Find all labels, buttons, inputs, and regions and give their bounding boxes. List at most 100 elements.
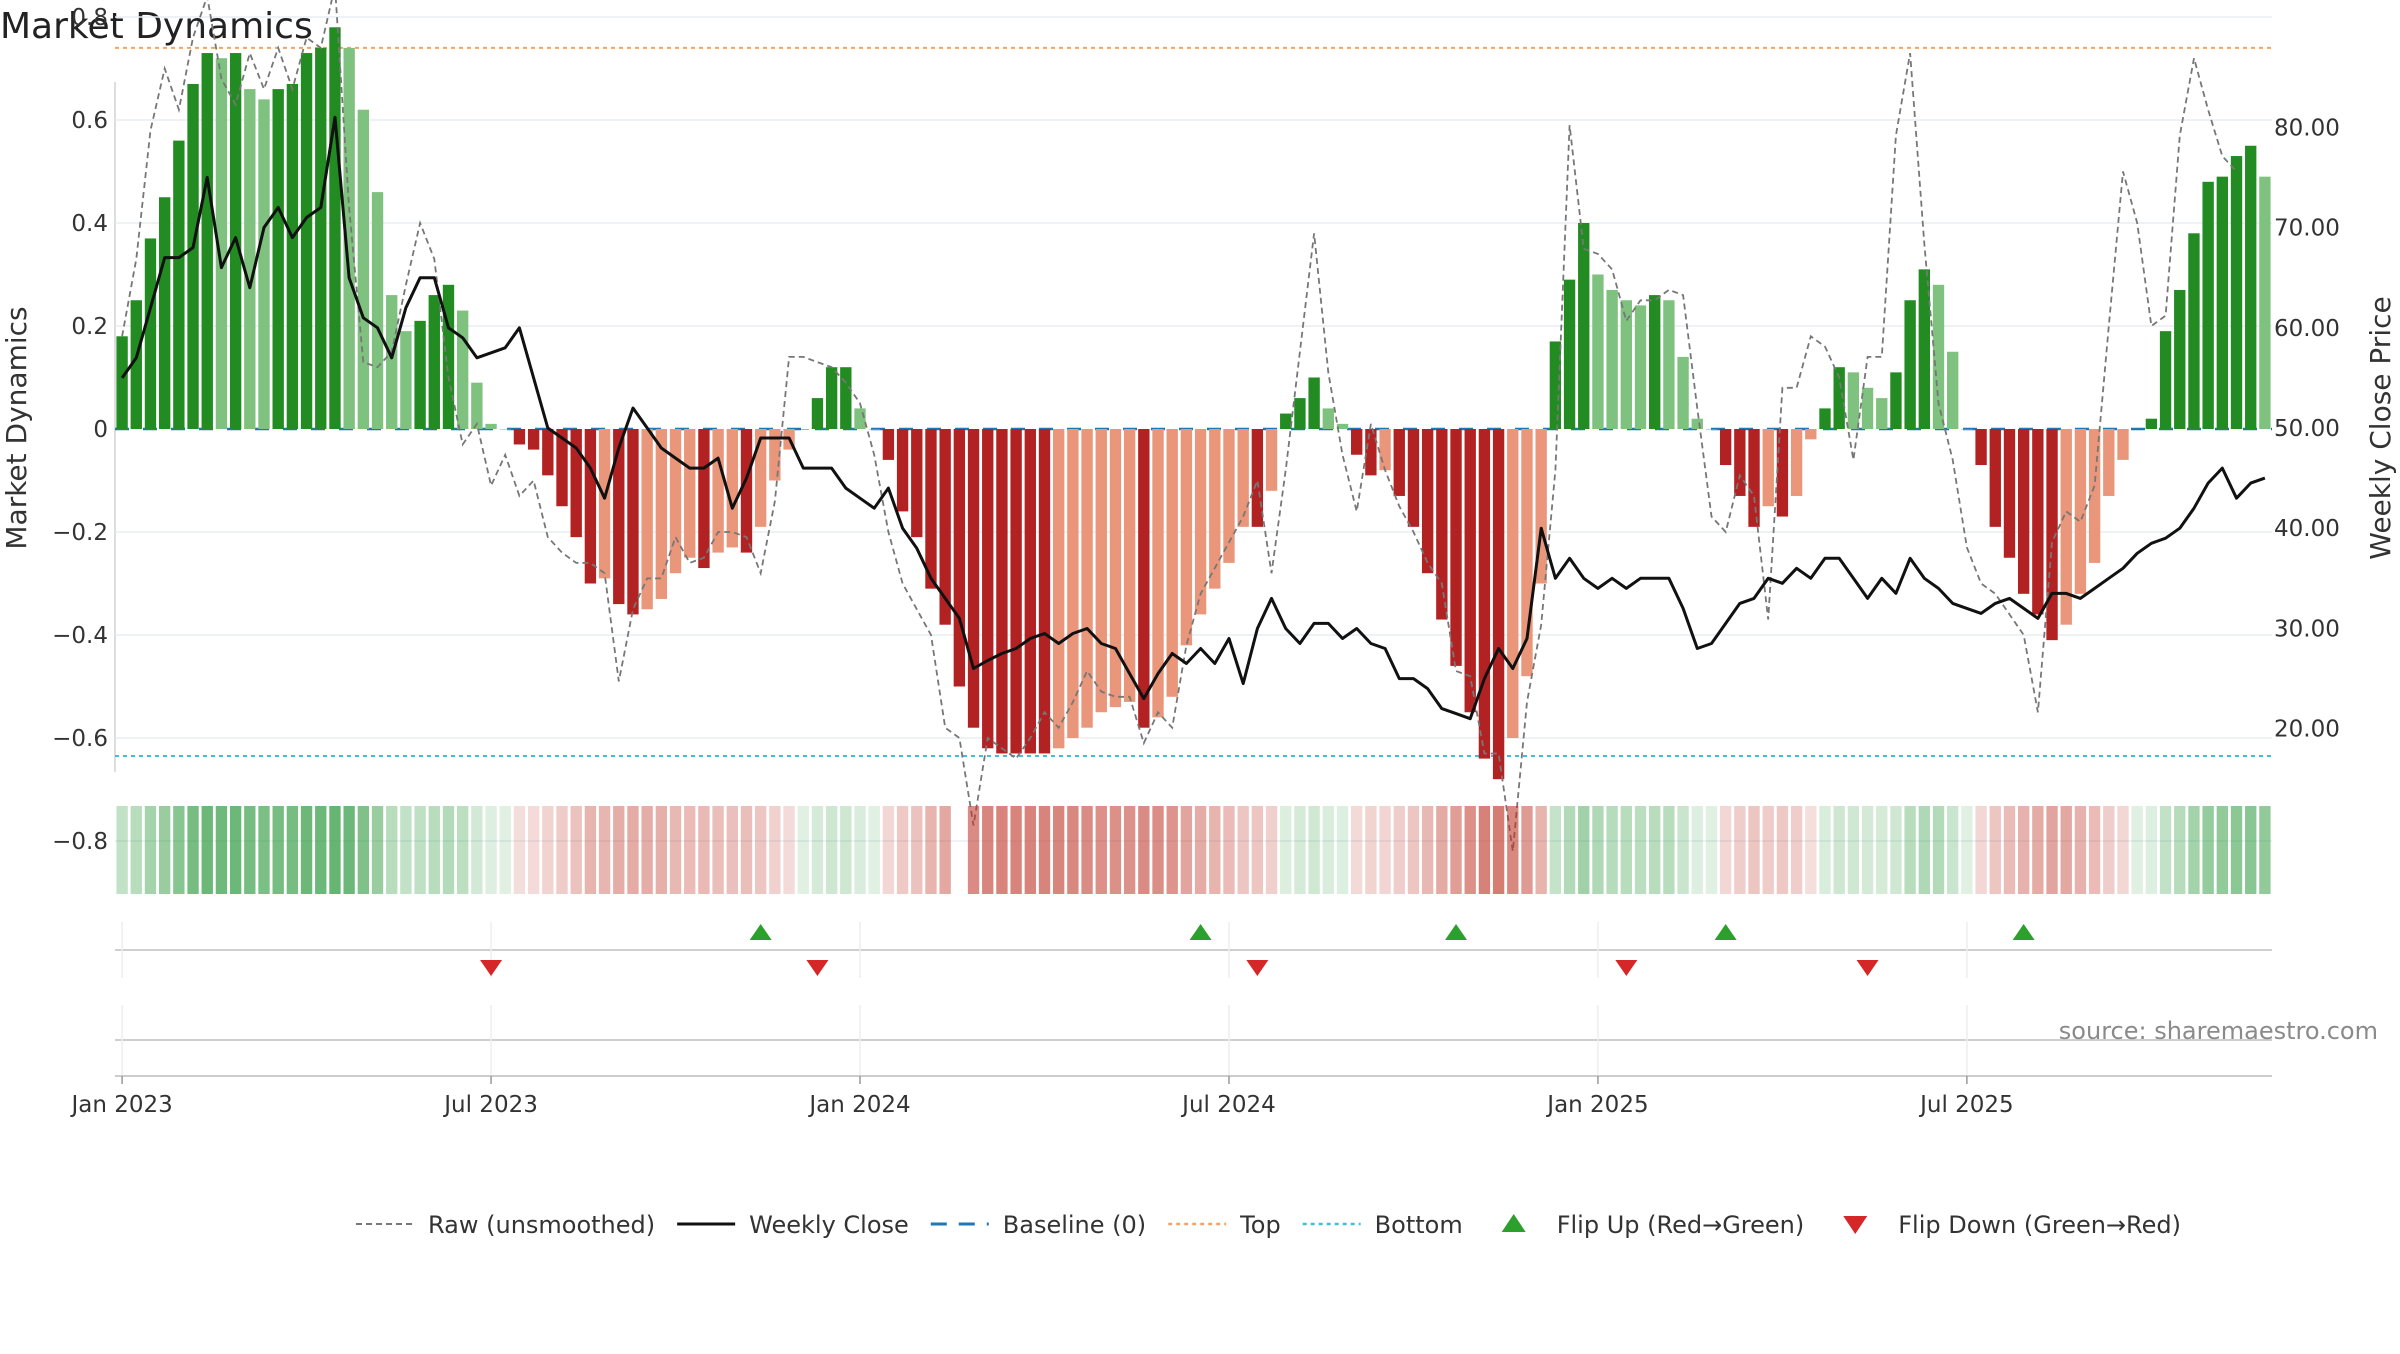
heat-cell [1294, 806, 1306, 894]
dynamics-bar [414, 320, 426, 429]
flip-up-marker [2012, 924, 2035, 940]
heat-cell [740, 806, 753, 894]
flip-down-icon [1843, 1216, 1868, 1234]
dynamics-bar [740, 429, 753, 553]
heat-cell [1649, 806, 1661, 894]
flip-down-marker [480, 960, 503, 976]
heat-cell [1932, 806, 1945, 894]
dynamics-bar [2259, 176, 2271, 429]
heat-cell [2159, 806, 2172, 894]
dynamics-bar [2003, 429, 2016, 558]
heat-cell [2017, 806, 2030, 894]
y2-tick-label: 60.00 [2274, 316, 2340, 342]
heat-cell [584, 806, 597, 894]
flip-up-marker [1714, 924, 1737, 940]
heat-cell [1876, 806, 1888, 894]
heat-cell [343, 806, 355, 894]
heat-cell [1904, 806, 1916, 894]
heat-cell [1549, 806, 1562, 894]
heat-cell [1365, 806, 1377, 894]
y-tick-label: 0.8 [71, 5, 108, 31]
heat-cell [1989, 806, 2001, 894]
dynamics-bar [641, 429, 653, 610]
dynamics-bar [896, 429, 909, 512]
heat-cell [2230, 806, 2243, 894]
dynamics-bar [953, 429, 966, 687]
heat-cell [655, 806, 668, 894]
dynamics-bar [755, 429, 767, 527]
heat-cell [2032, 806, 2044, 894]
heat-cell [1322, 806, 1334, 894]
dynamics-bar [769, 429, 781, 481]
legend-item: Flip Down (Green→Red) [1843, 1211, 2181, 1239]
dynamics-bar [2230, 156, 2243, 430]
dynamics-bar [726, 429, 738, 548]
x-tick-label: Jul 2024 [1180, 1092, 1276, 1118]
dynamics-bar [144, 238, 157, 429]
dynamics-bar [669, 429, 682, 574]
heat-cell [1407, 806, 1420, 894]
heat-cell [1123, 806, 1136, 894]
dynamics-bar [1549, 341, 1562, 429]
dynamics-bar [1649, 295, 1661, 429]
y2-tick-label: 80.00 [2274, 115, 2340, 141]
heat-cell [911, 806, 923, 894]
dynamics-bar [1095, 429, 1107, 713]
heat-cell [300, 806, 313, 894]
dynamics-bar [840, 367, 852, 429]
dynamics-bar [258, 99, 270, 430]
legend-label: Weekly Close [749, 1211, 909, 1239]
heat-cell [2074, 806, 2087, 894]
dynamics-bar [1805, 429, 1817, 440]
flip-up-marker [749, 924, 772, 940]
dynamics-bar [911, 429, 923, 538]
dynamics-bar [1918, 269, 1931, 429]
y2-tick-label: 70.00 [2274, 216, 2340, 242]
heat-cell [882, 806, 895, 894]
dynamics-bar [286, 83, 299, 429]
dynamics-bar [868, 429, 880, 430]
dynamics-bar [2117, 429, 2129, 460]
heat-cell [840, 806, 852, 894]
price-lines [120, 0, 2266, 852]
x-tick-label: Jul 2025 [1918, 1092, 2014, 1118]
heat-cell [485, 806, 497, 894]
dynamics-bar [2202, 181, 2214, 429]
heat-cell [712, 806, 724, 894]
dynamics-bar [2032, 429, 2044, 615]
dynamics-bar [1705, 429, 1718, 430]
dynamics-bar [996, 429, 1008, 754]
dynamics-bar [513, 429, 526, 445]
heat-cell [244, 806, 256, 894]
heat-cell [1237, 806, 1249, 894]
dynamics-bar [400, 331, 412, 429]
dynamics-bar [300, 53, 313, 430]
heat-cell [258, 806, 270, 894]
heat-cell [456, 806, 469, 894]
legend: Raw (unsmoothed) Weekly Close Baseline (0)… [356, 1211, 2181, 1239]
dynamics-bar [2074, 429, 2087, 594]
heat-cell [1081, 806, 1093, 894]
dynamics-bar [371, 192, 384, 429]
heat-cell [542, 806, 554, 894]
dynamics-bar [698, 429, 710, 569]
heat-cell [1847, 806, 1860, 894]
dynamics-bar [967, 429, 980, 728]
heat-cell [598, 806, 611, 894]
dynamics-bar [556, 429, 568, 507]
heat-cell [1464, 806, 1476, 894]
dynamics-bar [1038, 429, 1051, 754]
dynamics-bar [428, 295, 440, 429]
heat-cell [2259, 806, 2271, 894]
heat-cell [173, 806, 185, 894]
dynamics-bar [1932, 284, 1945, 429]
dynamics-bar [1719, 429, 1732, 466]
heat-cell [783, 806, 795, 894]
flip-up-marker [1445, 924, 1468, 940]
dynamics-bar [2046, 429, 2058, 641]
dynamics-bar [343, 47, 355, 430]
dynamics-bar [130, 300, 142, 429]
dynamics-bar [215, 58, 228, 429]
dynamics-bar [1336, 423, 1349, 429]
